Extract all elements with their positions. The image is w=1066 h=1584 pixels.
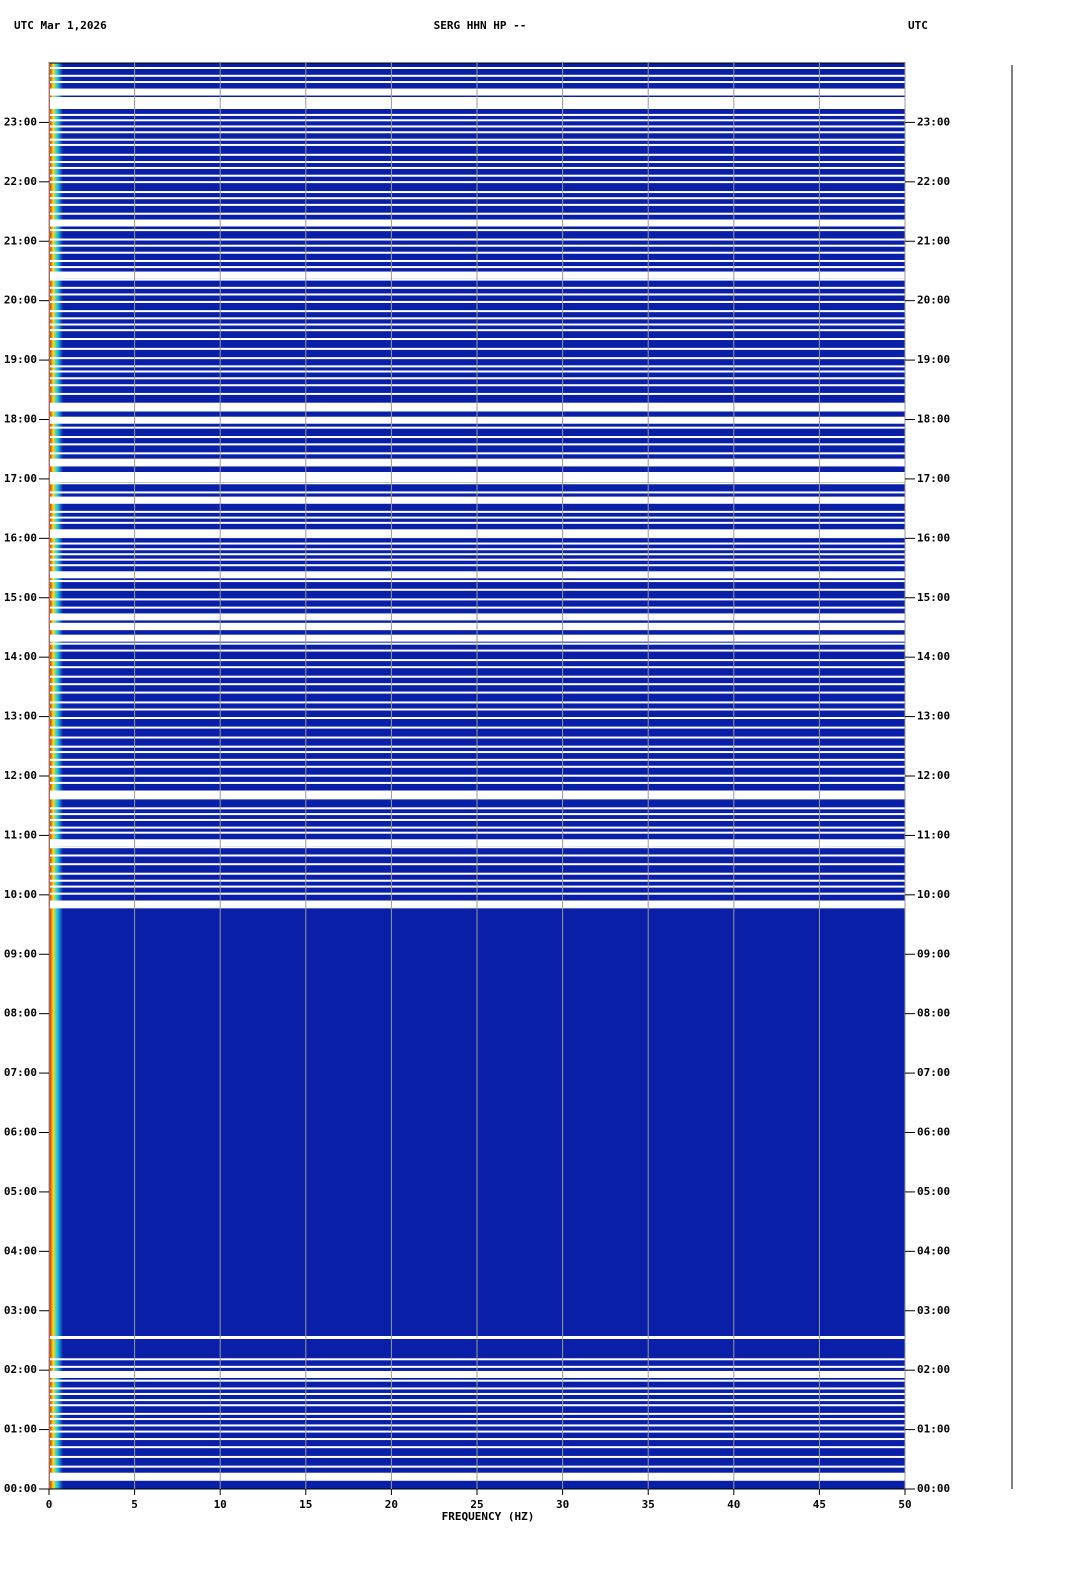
y-tick-label-right: 02:00 <box>917 1363 950 1376</box>
y-tick-label-right: 12:00 <box>917 769 950 782</box>
x-tick-label: 10 <box>214 1498 227 1511</box>
y-tick-label-right: 08:00 <box>917 1007 950 1020</box>
y-tick-label: 03:00 <box>4 1304 37 1317</box>
y-tick-label: 16:00 <box>4 531 37 544</box>
x-tick-label: 30 <box>556 1498 569 1511</box>
x-tick-label: 5 <box>131 1498 138 1511</box>
y-tick-label: 15:00 <box>4 591 37 604</box>
x-tick-label: 25 <box>470 1498 483 1511</box>
y-tick-label: 19:00 <box>4 353 37 366</box>
x-tick-label: 50 <box>898 1498 911 1511</box>
y-tick-label-right: 23:00 <box>917 115 950 128</box>
title-right: UTC <box>908 19 928 32</box>
y-tick-label-right: 15:00 <box>917 591 950 604</box>
x-tick-label: 20 <box>385 1498 398 1511</box>
y-tick-label: 09:00 <box>4 947 37 960</box>
x-tick-label: 15 <box>299 1498 312 1511</box>
y-tick-label: 22:00 <box>4 175 37 188</box>
y-tick-label-right: 04:00 <box>917 1244 950 1257</box>
y-tick-label-right: 22:00 <box>917 175 950 188</box>
x-axis-label: FREQUENCY (HZ) <box>442 1510 535 1523</box>
y-tick-label-right: 00:00 <box>917 1482 950 1495</box>
y-tick-label-right: 11:00 <box>917 828 950 841</box>
y-tick-label: 10:00 <box>4 888 37 901</box>
y-tick-label-right: 01:00 <box>917 1423 950 1436</box>
y-tick-label: 21:00 <box>4 234 37 247</box>
y-tick-label: 06:00 <box>4 1126 37 1139</box>
y-tick-label-right: 03:00 <box>917 1304 950 1317</box>
y-tick-label-right: 20:00 <box>917 294 950 307</box>
y-tick-label-right: 16:00 <box>917 531 950 544</box>
y-tick-label: 20:00 <box>4 294 37 307</box>
title-left: UTC Mar 1,2026 <box>14 19 107 32</box>
y-tick-label: 18:00 <box>4 413 37 426</box>
y-tick-label: 11:00 <box>4 828 37 841</box>
y-tick-label: 02:00 <box>4 1363 37 1376</box>
y-tick-label-right: 19:00 <box>917 353 950 366</box>
y-tick-label: 23:00 <box>4 115 37 128</box>
y-tick-label-right: 21:00 <box>917 234 950 247</box>
y-tick-label: 17:00 <box>4 472 37 485</box>
y-tick-label-right: 14:00 <box>917 650 950 663</box>
y-tick-label: 01:00 <box>4 1423 37 1436</box>
y-tick-label: 07:00 <box>4 1066 37 1079</box>
y-tick-label-right: 13:00 <box>917 710 950 723</box>
chart-title: SERG HHN HP -- <box>434 19 527 32</box>
y-tick-label: 12:00 <box>4 769 37 782</box>
y-tick-label: 00:00 <box>4 1482 37 1495</box>
y-tick-label: 13:00 <box>4 710 37 723</box>
y-tick-label-right: 10:00 <box>917 888 950 901</box>
y-tick-label: 08:00 <box>4 1007 37 1020</box>
y-tick-label-right: 18:00 <box>917 413 950 426</box>
y-tick-label-right: 17:00 <box>917 472 950 485</box>
y-tick-label: 04:00 <box>4 1244 37 1257</box>
x-tick-label: 40 <box>727 1498 740 1511</box>
y-tick-label-right: 09:00 <box>917 947 950 960</box>
x-tick-label: 45 <box>813 1498 826 1511</box>
x-tick-label: 35 <box>642 1498 655 1511</box>
y-tick-label: 05:00 <box>4 1185 37 1198</box>
x-tick-label: 0 <box>46 1498 53 1511</box>
y-tick-label: 14:00 <box>4 650 37 663</box>
y-tick-label-right: 07:00 <box>917 1066 950 1079</box>
y-tick-label-right: 06:00 <box>917 1126 950 1139</box>
y-tick-label-right: 05:00 <box>917 1185 950 1198</box>
